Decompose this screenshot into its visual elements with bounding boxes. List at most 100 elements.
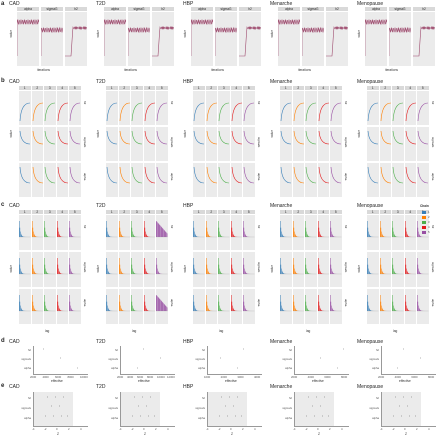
facet-panel-c: [31, 252, 43, 287]
running-mean-line: [69, 130, 81, 145]
facet-panel-b: [106, 91, 118, 125]
tick-label-d: 8000: [67, 375, 74, 379]
running-mean-line: [206, 166, 217, 184]
running-mean-line: [243, 102, 255, 122]
panel-label-d: d: [1, 338, 5, 344]
trait-title-d: Menarche: [270, 339, 293, 345]
tick-label-e: 0: [56, 427, 58, 431]
facet-strip-b: 1: [19, 86, 31, 90]
facet-strip-a: sigmaG: [302, 7, 324, 11]
autocorrelation-bars: [56, 258, 68, 275]
facet-panel-c: [392, 215, 404, 250]
tick-label-d: 2000: [378, 375, 385, 379]
facet-strip-a: alpha: [17, 7, 39, 11]
trait-title-e: Menarche: [270, 384, 293, 390]
facet-panel-b: [305, 91, 317, 125]
running-mean-line: [144, 130, 155, 145]
facet-strip-b: 3: [44, 86, 56, 90]
facet-strip-c: 2: [118, 210, 130, 214]
running-mean-line: [156, 166, 168, 184]
facet-panel-c: [131, 215, 143, 250]
plot-area-d: [381, 346, 436, 375]
facet-strip-b: 1: [367, 86, 379, 90]
facet-panel-c: [118, 252, 130, 287]
facet-panel-c: [367, 215, 379, 250]
facet-panel-b: [367, 91, 379, 125]
autocorrelation-bars: [218, 258, 230, 275]
autocorrelation-bars: [417, 221, 429, 238]
facet-panel-b: [218, 91, 230, 125]
axis-label-x: Z: [405, 432, 407, 436]
legend-key: [422, 221, 426, 224]
autocorrelation-bars: [19, 258, 31, 275]
facet-panel-b: [218, 163, 230, 197]
autocorrelation-bars: [417, 258, 429, 275]
legend-title: Chain: [420, 204, 429, 208]
row-label-d: sigmaG: [108, 357, 118, 361]
axis-label-x: lag: [132, 329, 137, 333]
tick-label-d: 12000: [167, 375, 175, 379]
row-label-d: sigmaG: [21, 357, 31, 361]
autocorrelation-bars: [404, 295, 416, 312]
facet-strip-c: 3: [218, 210, 230, 214]
autocorrelation-bars: [156, 295, 168, 312]
running-mean-line: [293, 130, 304, 145]
facet-panel-a: [17, 12, 39, 66]
facet-panel-b: [56, 163, 68, 197]
row-label-e: alpha: [285, 416, 292, 420]
trait-title-e: T2D: [96, 384, 106, 390]
facet-panel-c: [131, 289, 143, 324]
facet-panel-c: [19, 289, 31, 324]
facet-panel-c: [19, 252, 31, 287]
facet-panel-b: [69, 127, 81, 161]
tick-label-e: 0: [317, 427, 319, 431]
autocorrelation-bars: [367, 258, 379, 275]
axis-label-x: Z: [231, 432, 233, 436]
facet-panel-c: [205, 215, 217, 250]
autocorrelation-bars: [305, 295, 317, 312]
facet-panel-b: [118, 127, 130, 161]
facet-strip-a: alpha: [191, 7, 213, 11]
running-mean-line: [131, 130, 143, 145]
trace-plot: [239, 25, 261, 57]
trace-plot: [41, 26, 63, 56]
row-label-b: h2: [170, 101, 174, 105]
running-mean-line: [69, 166, 81, 184]
running-mean-line: [193, 102, 205, 122]
facet-panel-c: [230, 215, 242, 250]
facet-panel-b: [56, 91, 68, 125]
running-mean-line: [318, 130, 329, 145]
running-mean-line: [305, 130, 317, 145]
facet-panel-b: [19, 91, 31, 125]
autocorrelation-bars: [292, 221, 304, 238]
facet-panel-c: [44, 289, 56, 324]
facet-panel-b: [243, 91, 255, 125]
facet-panel-c: [69, 215, 81, 250]
facet-strip-b: 5: [330, 86, 342, 90]
facet-panel-b: [379, 163, 391, 197]
trait-title-c: CAD: [9, 203, 20, 209]
facet-panel-b: [292, 163, 304, 197]
facet-strip-a: h2: [326, 7, 348, 11]
facet-strip-c: 3: [131, 210, 143, 214]
autocorrelation-bars: [131, 295, 143, 312]
facet-panel-a: [191, 12, 213, 66]
facet-panel-c: [218, 252, 230, 287]
facet-panel-b: [379, 91, 391, 125]
legend-entry-label: 5: [428, 230, 430, 234]
facet-panel-b: [280, 91, 292, 125]
facet-strip-c: 5: [243, 210, 255, 214]
tick-label-d: 4000: [254, 375, 261, 379]
z-band-region: [381, 392, 421, 426]
row-label-b: sigmaG: [170, 137, 174, 148]
running-mean-line: [380, 102, 391, 122]
row-label-e: h2: [114, 396, 118, 400]
effective-points: [320, 348, 344, 369]
axis-label-y: value: [270, 265, 274, 273]
facet-panel-b: [44, 91, 56, 125]
row-label-b: h2: [83, 101, 87, 105]
facet-panel-c: [205, 289, 217, 324]
row-label-d: alpha: [372, 366, 379, 370]
trace-plot: [152, 25, 174, 57]
facet-panel-c: [305, 215, 317, 250]
